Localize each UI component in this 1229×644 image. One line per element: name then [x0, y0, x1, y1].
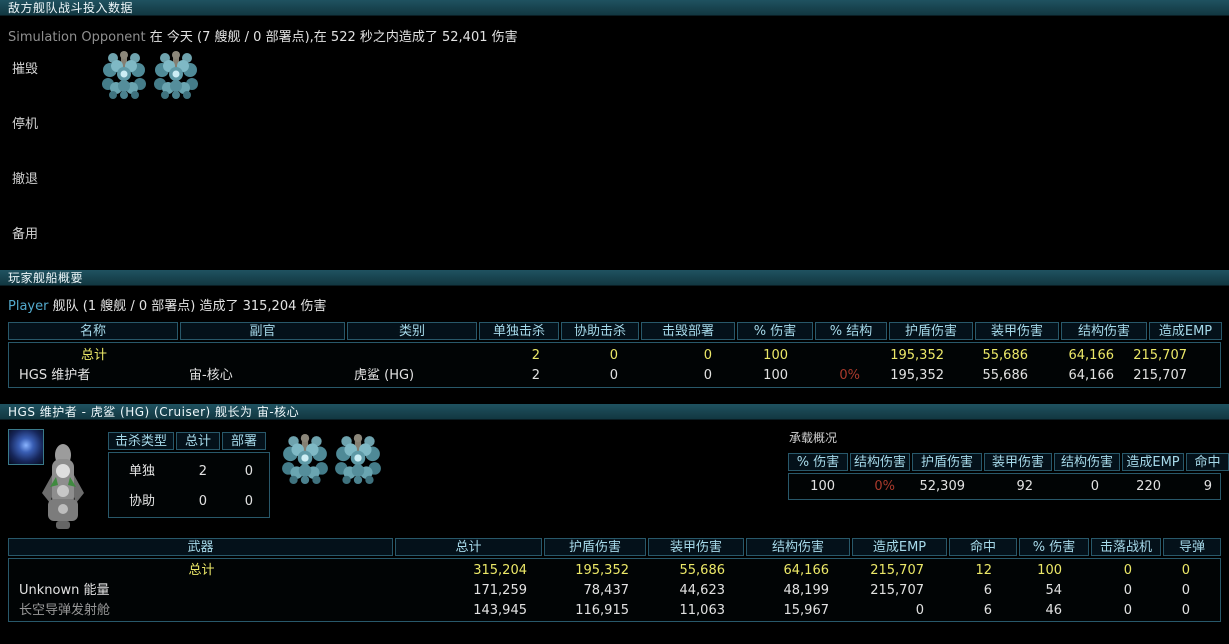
- remnant-frigate-icon[interactable]: [100, 48, 148, 100]
- col-hits[interactable]: 命中: [949, 538, 1017, 556]
- col-emp[interactable]: 造成EMP: [1149, 322, 1222, 340]
- col-armor-damage: 装甲伤害: [984, 453, 1052, 471]
- label-retreated: 撤退: [12, 172, 39, 187]
- remnant-frigate-icon[interactable]: [333, 427, 383, 489]
- weapons-table-body: 总计 315,204 195,352 55,686 64,166 215,707…: [8, 558, 1221, 622]
- player-table-header: 名称 副官 类别 单独击杀 协助击杀 击毁部署 % 伤害 % 结构 护盾伤害 装…: [8, 322, 1222, 340]
- player-summary: Player 舰队 (1 艘舰 / 0 部署点) 造成了 315,204 伤害: [8, 295, 327, 314]
- carrier-table-body: 100 0% 52,309 92 0 220 9: [788, 473, 1221, 500]
- enemy-section-header: 敌方舰队战斗投入数据: [0, 0, 1229, 16]
- label-disabled: 停机: [12, 117, 39, 132]
- label-reserve: 备用: [12, 227, 39, 242]
- col-hull-damage[interactable]: 结构伤害: [1061, 322, 1147, 340]
- weapons-total-row: 总计 315,204 195,352 55,686 64,166 215,707…: [188, 563, 1190, 578]
- player-summary-text: 舰队 (1 艘舰 / 0 部署点) 造成了 315,204 伤害: [52, 299, 327, 314]
- kill-table-body: 单独 2 0 协助 0 0: [108, 452, 270, 518]
- weapon-name: Unknown 能量: [19, 583, 110, 598]
- ship-section-header: HGS 维护者 - 虎鲨 (HG) (Cruiser) 舰长为 宙-核心: [0, 404, 1229, 420]
- ship-class: 虎鲨 (HG): [354, 368, 415, 383]
- ship-section-title: HGS 维护者 - 虎鲨 (HG) (Cruiser) 舰长为 宙-核心: [8, 405, 300, 419]
- remnant-frigate-icon[interactable]: [280, 427, 330, 489]
- col-shield-damage: 护盾伤害: [912, 453, 982, 471]
- col-fighters-downed[interactable]: 击落战机: [1091, 538, 1161, 556]
- kill-table-header: 击杀类型 总计 部署: [108, 432, 266, 450]
- col-kill-deployed: 部署: [222, 432, 266, 450]
- col-pct-damage[interactable]: % 伤害: [1019, 538, 1089, 556]
- col-name[interactable]: 名称: [8, 322, 178, 340]
- col-weapon[interactable]: 武器: [8, 538, 393, 556]
- pct-hull-value: 0%: [839, 368, 860, 383]
- col-solo-kills[interactable]: 单独击杀: [479, 322, 559, 340]
- enemy-section-title: 敌方舰队战斗投入数据: [8, 1, 134, 15]
- label-destroyed: 摧毁: [12, 62, 39, 77]
- col-assist-kills[interactable]: 协助击杀: [561, 322, 639, 340]
- carrier-values-row: 100 0% 52,309 92 0 220 9: [789, 474, 1220, 499]
- col-emp[interactable]: 造成EMP: [852, 538, 947, 556]
- col-class[interactable]: 类别: [347, 322, 477, 340]
- ship-officer: 宙-核心: [189, 368, 233, 383]
- player-section-header: 玩家舰船概要: [0, 270, 1229, 286]
- col-officer[interactable]: 副官: [180, 322, 345, 340]
- enemy-summary-text: 在 今天 (7 艘舰 / 0 部署点),在 522 秒之内造成了 52,401 …: [149, 30, 518, 45]
- col-kill-total: 总计: [176, 432, 220, 450]
- col-total[interactable]: 总计: [395, 538, 542, 556]
- col-deploy-kills[interactable]: 击毁部署: [641, 322, 735, 340]
- col-shield-damage[interactable]: 护盾伤害: [544, 538, 646, 556]
- col-kill-type: 击杀类型: [108, 432, 174, 450]
- col-armor-damage[interactable]: 装甲伤害: [648, 538, 744, 556]
- col-emp: 造成EMP: [1122, 453, 1184, 471]
- col-armor-damage[interactable]: 装甲伤害: [975, 322, 1059, 340]
- col-hull-damage-2: 结构伤害: [1054, 453, 1120, 471]
- weapon-name: 长空导弹发射舱: [19, 603, 111, 618]
- enemy-summary: Simulation Opponent 在 今天 (7 艘舰 / 0 部署点),…: [8, 26, 518, 45]
- player-total-row: 总计 2 0 0 100 195,352 55,686 64,166 215,7…: [80, 348, 1187, 363]
- remnant-frigate-icon[interactable]: [152, 48, 200, 100]
- kill-row-solo: 单独 2 0: [128, 464, 253, 479]
- weapon-row-missile[interactable]: 长空导弹发射舱 143,945 116,915 11,063 15,967 0 …: [9, 601, 1220, 621]
- cruiser-sprite-icon[interactable]: [36, 441, 90, 533]
- player-section-title: 玩家舰船概要: [8, 271, 84, 285]
- col-missiles[interactable]: 导弹: [1163, 538, 1221, 556]
- player-ship-row[interactable]: HGS 维护者 宙-核心 虎鲨 (HG) 2 0 0 100 0% 195,35…: [9, 366, 1220, 386]
- kill-row-assist: 协助 0 0: [128, 494, 253, 509]
- carrier-pct-hull-value: 0%: [874, 479, 895, 494]
- col-hull-damage[interactable]: 结构伤害: [746, 538, 850, 556]
- carrier-summary-title: 承载概况: [789, 431, 838, 445]
- player-table-body: 总计 2 0 0 100 195,352 55,686 64,166 215,7…: [8, 342, 1221, 388]
- col-hits: 命中: [1186, 453, 1229, 471]
- weapons-table-header: 武器 总计 护盾伤害 装甲伤害 结构伤害 造成EMP 命中 % 伤害 击落战机 …: [8, 538, 1221, 556]
- col-pct-damage: % 伤害: [788, 453, 848, 471]
- ai-core-portrait[interactable]: [8, 429, 44, 465]
- col-shield-damage[interactable]: 护盾伤害: [889, 322, 973, 340]
- col-hull-damage: 结构伤害: [850, 453, 910, 471]
- player-fleet-name: Player: [8, 299, 49, 314]
- col-pct-hull[interactable]: % 结构: [815, 322, 887, 340]
- weapon-row-energy[interactable]: Unknown 能量 171,259 78,437 44,623 48,199 …: [9, 581, 1220, 601]
- carrier-table-header: % 伤害 结构伤害 护盾伤害 装甲伤害 结构伤害 造成EMP 命中: [788, 453, 1229, 471]
- enemy-fleet-name: Simulation Opponent: [8, 30, 146, 45]
- col-pct-damage[interactable]: % 伤害: [737, 322, 813, 340]
- ship-name: HGS 维护者: [19, 368, 91, 383]
